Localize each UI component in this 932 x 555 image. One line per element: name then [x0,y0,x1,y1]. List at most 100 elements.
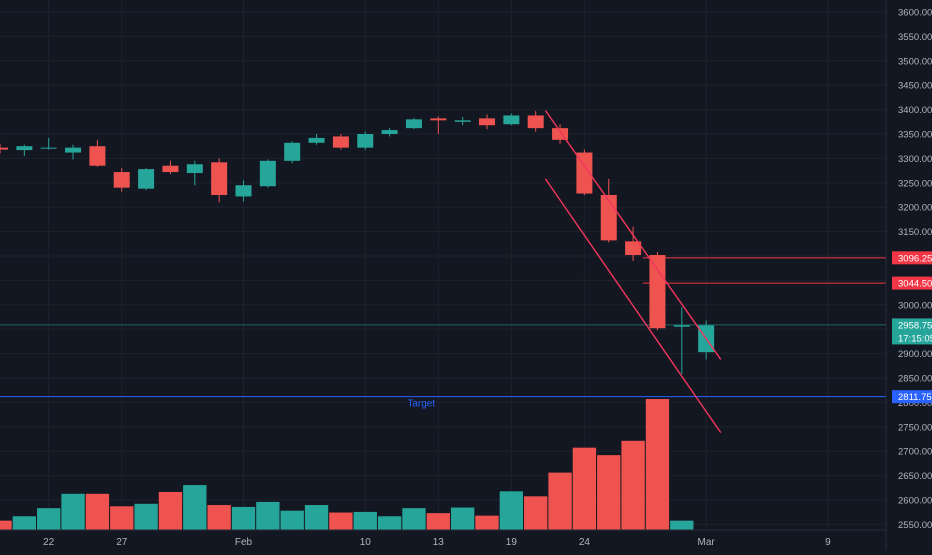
candle-body [405,119,422,129]
horizontal-levels [0,257,886,398]
volume-bar [134,503,158,530]
candle-body [332,136,349,148]
candle-body [454,120,471,122]
candle-body [40,147,57,149]
candle-body [527,115,544,129]
candle-body [65,147,82,153]
price-label-box [892,251,932,265]
volume-bar [524,496,548,530]
volume-bars [0,399,694,530]
volume-bar [402,508,426,530]
price-tick-label: 3500.00 [898,56,932,67]
time-tick-label: 13 [433,537,445,548]
time-tick-label: 10 [360,537,372,548]
volume-bar [329,512,353,530]
candle-body [162,165,179,173]
price-tick-label: 3550.00 [898,32,932,43]
volume-bar [256,501,280,530]
candle-body [600,195,617,241]
candle-body [381,130,398,134]
price-tick-label: 3150.00 [898,227,932,238]
price-tick-label: 2850.00 [898,374,932,385]
trend-channel[interactable] [544,110,722,434]
candle-body [479,118,495,126]
volume-bar [61,493,85,530]
candle-body [235,185,252,197]
time-tick-label: 9 [825,537,831,548]
channel-line[interactable] [544,110,722,360]
volume-bar [207,505,231,530]
time-tick-label: 19 [506,537,518,548]
volume-bar [304,505,329,530]
price-tick-label: 3200.00 [898,203,932,214]
candle-body [673,325,690,327]
price-label-text: 3096.25 [898,253,932,264]
price-tick-label: 2700.00 [898,447,932,458]
price-label-box [892,318,932,332]
volume-bar [670,520,694,530]
time-axis[interactable]: 22 27 Feb 10 13 19 24 Mar 9 [0,529,886,548]
candle-body [357,134,374,148]
volume-bar [280,510,304,530]
volume-bar [158,491,183,530]
candle-body [308,137,325,143]
volume-bar [110,506,134,530]
candle-body [284,142,301,161]
price-label-text: 2811.75 [898,392,932,403]
volume-bar [621,440,645,530]
price-label-text: 3044.50 [898,279,932,290]
candle-body [16,146,33,151]
time-tick-label: Mar [698,537,716,548]
volume-bar [475,515,499,530]
price-labels: 3096.25 3044.50 2958.75 17:15:05 2811.75 [892,251,932,404]
volume-bar [85,493,110,530]
volume-bar [231,506,256,530]
volume-bar [572,447,597,530]
volume-bar [377,516,402,530]
price-label-box [892,390,932,404]
candle-body [89,146,106,166]
volume-bar [183,485,207,530]
price-tick-label: 2600.00 [898,496,932,507]
price-label-box [892,276,932,290]
candle-body [259,160,276,187]
candle-body [503,115,520,125]
volume-bar [37,508,61,530]
candle-body [552,128,569,140]
price-tick-label: 2900.00 [898,349,932,360]
price-tick-label: 3250.00 [898,178,932,189]
channel-line[interactable] [544,178,722,434]
time-tick-label: 27 [116,537,128,548]
candle-body [576,152,593,194]
candles [0,111,715,375]
countdown-box [892,331,932,345]
time-tick-label: 24 [579,537,591,548]
candle-body [649,255,666,329]
volume-bar [426,513,450,530]
time-tick-label: 22 [43,537,55,548]
price-tick-label: 3000.00 [898,300,932,311]
volume-bar [645,399,670,530]
volume-bar [548,472,572,530]
volume-bar [0,520,12,530]
price-tick-label: 3600.00 [898,8,932,19]
annotations: Target [407,398,435,409]
price-tick-label: 2750.00 [898,422,932,433]
countdown-text: 17:15:05 [898,333,932,344]
price-tick-label: 2800.00 [898,398,932,409]
price-label-text: 2958.75 [898,320,932,331]
candle-body [430,118,447,121]
candle-body [113,172,130,188]
price-tick-label: 3450.00 [898,81,932,92]
candle-body [625,241,642,256]
price-tick-label: 3350.00 [898,130,932,141]
price-tick-label: 3400.00 [898,105,932,116]
grid [0,0,886,530]
candle-body [211,162,228,195]
candle-body [186,164,203,174]
volume-bar [353,511,377,530]
candle-body [0,147,8,150]
